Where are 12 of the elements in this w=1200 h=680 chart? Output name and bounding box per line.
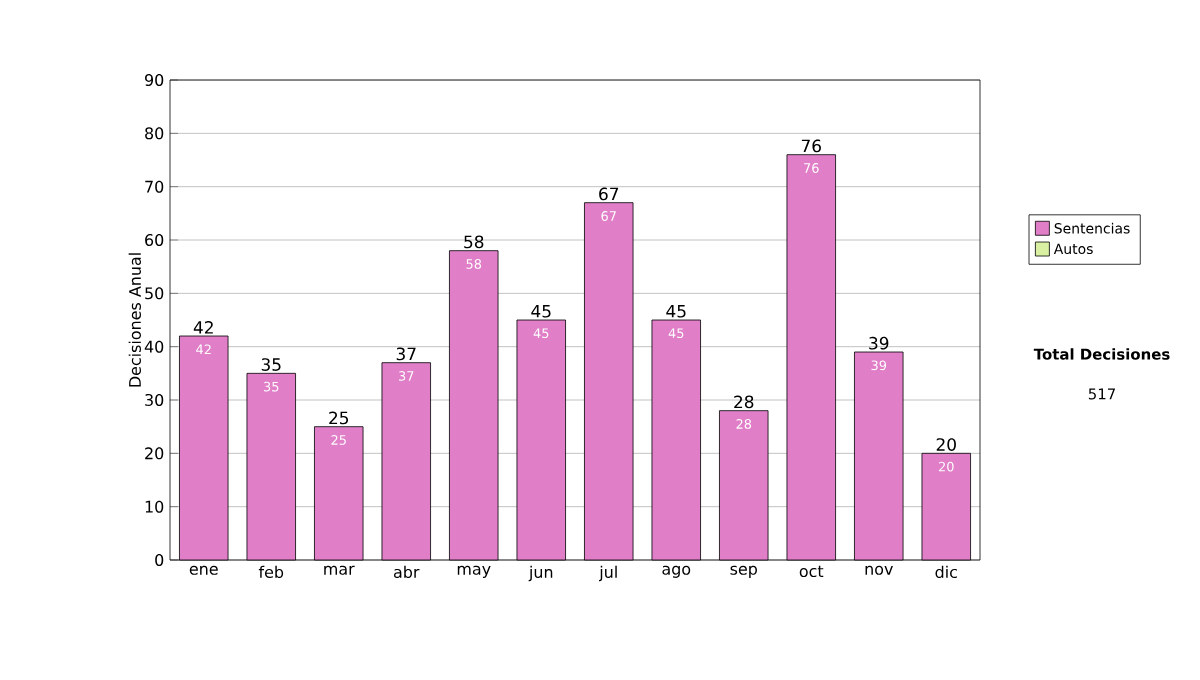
total-label: 76	[801, 139, 821, 153]
total-label: 25	[329, 411, 349, 425]
total-label: 37	[396, 347, 416, 361]
total-label: 28	[734, 395, 754, 409]
total-label: 42	[193, 321, 213, 334]
total-label: 35	[261, 358, 281, 371]
total-label: 39	[869, 336, 889, 350]
total-label: 58	[464, 235, 484, 249]
total-label: 45	[531, 305, 551, 318]
total-label: 20	[936, 438, 956, 451]
total-label: 45	[666, 305, 686, 318]
total-label: 67	[599, 187, 619, 201]
